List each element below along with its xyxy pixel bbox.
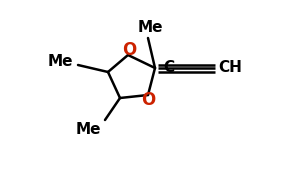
Text: Me: Me: [47, 55, 73, 69]
Text: O: O: [122, 41, 136, 59]
Text: Me: Me: [75, 122, 101, 137]
Text: CH: CH: [218, 61, 242, 76]
Text: Me: Me: [137, 21, 163, 36]
Text: C: C: [163, 61, 174, 76]
Text: O: O: [141, 91, 155, 109]
